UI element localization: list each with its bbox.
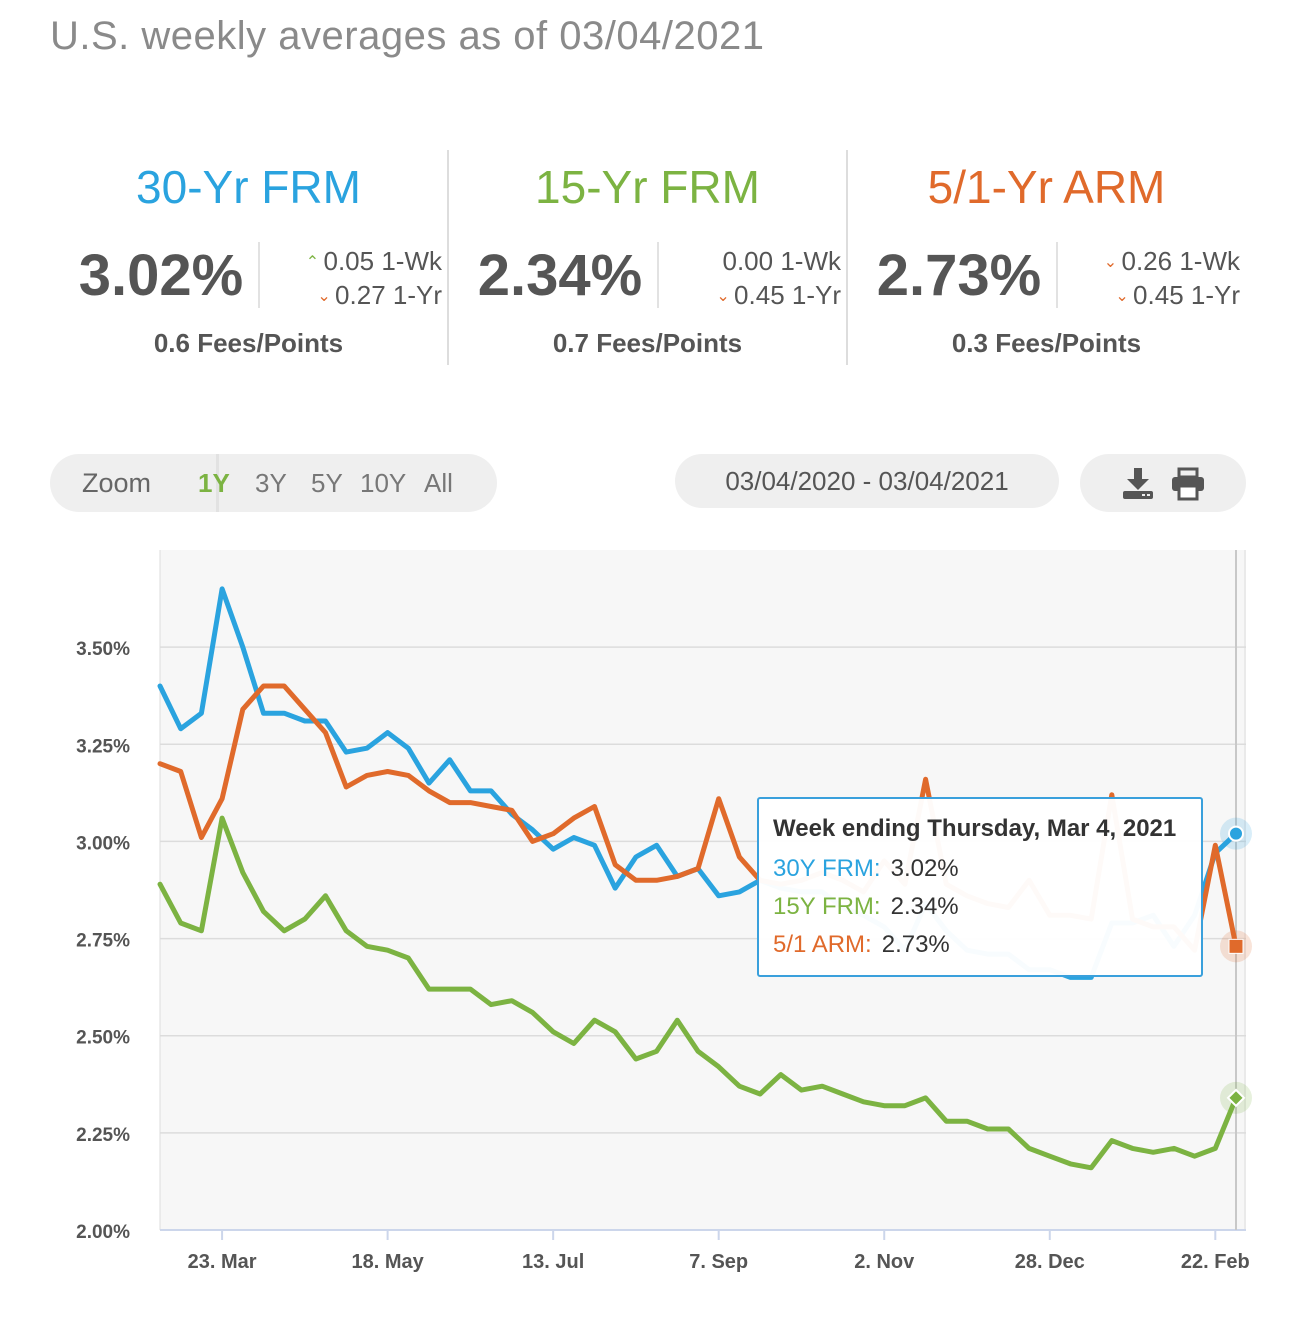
yearly-change: ⌄ 0.45 1-Yr bbox=[671, 280, 841, 311]
card-rate: 2.73% bbox=[876, 243, 1042, 308]
y-tick-label: 3.25% bbox=[76, 736, 130, 757]
zoom-10y-button[interactable]: 10Y bbox=[360, 468, 407, 498]
card-title: 30-Yr FRM bbox=[136, 161, 361, 213]
card-51yr-arm: 5/1-Yr ARM 2.73% ⌄ 0.26 1-Wk ⌄ 0.45 1-Yr 0… bbox=[846, 150, 1245, 365]
card-title: 15-Yr FRM bbox=[535, 161, 760, 213]
x-tick-label: 7. Sep bbox=[689, 1251, 748, 1273]
arrow-down-icon: ⌄ bbox=[716, 288, 730, 305]
zoom-selector: Zoom 1Y 3Y 5Y 10Y All bbox=[50, 454, 497, 512]
series-line-15y-frm bbox=[157, 815, 1239, 1171]
y-tick-label: 3.50% bbox=[76, 639, 130, 660]
x-tick-label: 23. Mar bbox=[188, 1251, 257, 1273]
card-15yr-frm: 15-Yr FRM 2.34% 0.00 1-Wk ⌄ 0.45 1-Yr 0.7… bbox=[447, 150, 846, 365]
fees-points: 0.6 Fees/Points bbox=[153, 328, 344, 358]
divider bbox=[1056, 242, 1058, 308]
card-rate: 2.34% bbox=[477, 243, 643, 308]
x-tick-label: 22. Feb bbox=[1181, 1251, 1250, 1273]
marker-5-1-arm bbox=[1228, 938, 1244, 954]
x-tick-label: 18. May bbox=[351, 1251, 424, 1273]
marker-30y-frm bbox=[1228, 825, 1244, 842]
series-name: 15Y FRM: bbox=[773, 893, 881, 920]
x-tick-label: 28. Dec bbox=[1015, 1251, 1085, 1273]
zoom-1y-button[interactable]: 1Y bbox=[198, 468, 230, 498]
y-tick-label: 3.00% bbox=[76, 833, 130, 854]
series-value: 2.34% bbox=[890, 893, 959, 920]
card-rate: 3.02% bbox=[78, 243, 244, 308]
rate-cards: 30-Yr FRM 3.02% ⌃ 0.05 1-Wk ⌄ 0.27 1-Yr 0.… bbox=[50, 150, 1245, 365]
divider bbox=[216, 454, 219, 512]
weekly-change: ⌃ 0.05 1-Wk bbox=[272, 246, 442, 277]
tooltip-row-30y: 30Y FRM: 3.02% bbox=[773, 855, 959, 883]
weekly-change: 0.00 1-Wk bbox=[722, 246, 842, 276]
series-name: 5/1 ARM: bbox=[773, 931, 872, 958]
chart-tooltip: Week ending Thursday, Mar 4, 2021 30Y FR… bbox=[757, 797, 1203, 977]
tooltip-row-51arm: 5/1 ARM: 2.73% bbox=[773, 931, 950, 959]
series-value: 3.02% bbox=[890, 855, 959, 882]
card-title: 5/1-Yr ARM bbox=[927, 161, 1166, 213]
date-range-picker[interactable]: 03/04/2020 - 03/04/2021 bbox=[675, 454, 1059, 508]
divider bbox=[258, 242, 260, 308]
arrow-down-icon: ⌄ bbox=[1103, 254, 1118, 271]
page-title: U.S. weekly averages as of 03/04/2021 bbox=[50, 14, 765, 58]
print-icon[interactable] bbox=[1170, 467, 1206, 506]
y-tick-label: 2.00% bbox=[76, 1222, 130, 1243]
zoom-3y-button[interactable]: 3Y bbox=[255, 468, 287, 498]
x-tick-label: 13. Jul bbox=[522, 1251, 584, 1273]
zoom-all-button[interactable]: All bbox=[424, 468, 453, 498]
export-tools bbox=[1080, 454, 1246, 512]
tooltip-header: Week ending Thursday, Mar 4, 2021 bbox=[773, 815, 1177, 842]
arrow-up-icon: ⌃ bbox=[305, 254, 320, 271]
download-icon[interactable] bbox=[1120, 467, 1156, 506]
fees-points: 0.3 Fees/Points bbox=[951, 328, 1142, 358]
arrow-down-icon: ⌄ bbox=[1115, 288, 1129, 305]
marker-15y-frm bbox=[1226, 1088, 1246, 1108]
y-tick-label: 2.75% bbox=[76, 931, 130, 952]
divider bbox=[657, 242, 659, 308]
fees-points: 0.7 Fees/Points bbox=[552, 328, 743, 358]
series-value: 2.73% bbox=[881, 931, 950, 958]
yearly-change: ⌄ 0.45 1-Yr bbox=[1070, 280, 1240, 311]
zoom-label: Zoom bbox=[82, 468, 152, 498]
y-tick-label: 2.50% bbox=[76, 1028, 130, 1049]
arrow-down-icon: ⌄ bbox=[317, 288, 331, 305]
card-30yr-frm: 30-Yr FRM 3.02% ⌃ 0.05 1-Wk ⌄ 0.27 1-Yr 0.… bbox=[50, 150, 447, 365]
zoom-5y-button[interactable]: 5Y bbox=[311, 468, 343, 498]
yearly-change: ⌄ 0.27 1-Yr bbox=[272, 280, 442, 311]
series-name: 30Y FRM: bbox=[773, 855, 881, 882]
weekly-change: ⌄ 0.26 1-Wk bbox=[1070, 246, 1240, 277]
y-tick-label: 2.25% bbox=[76, 1125, 130, 1146]
x-tick-label: 2. Nov bbox=[854, 1251, 915, 1273]
tooltip-row-15y: 15Y FRM: 2.34% bbox=[773, 893, 959, 921]
